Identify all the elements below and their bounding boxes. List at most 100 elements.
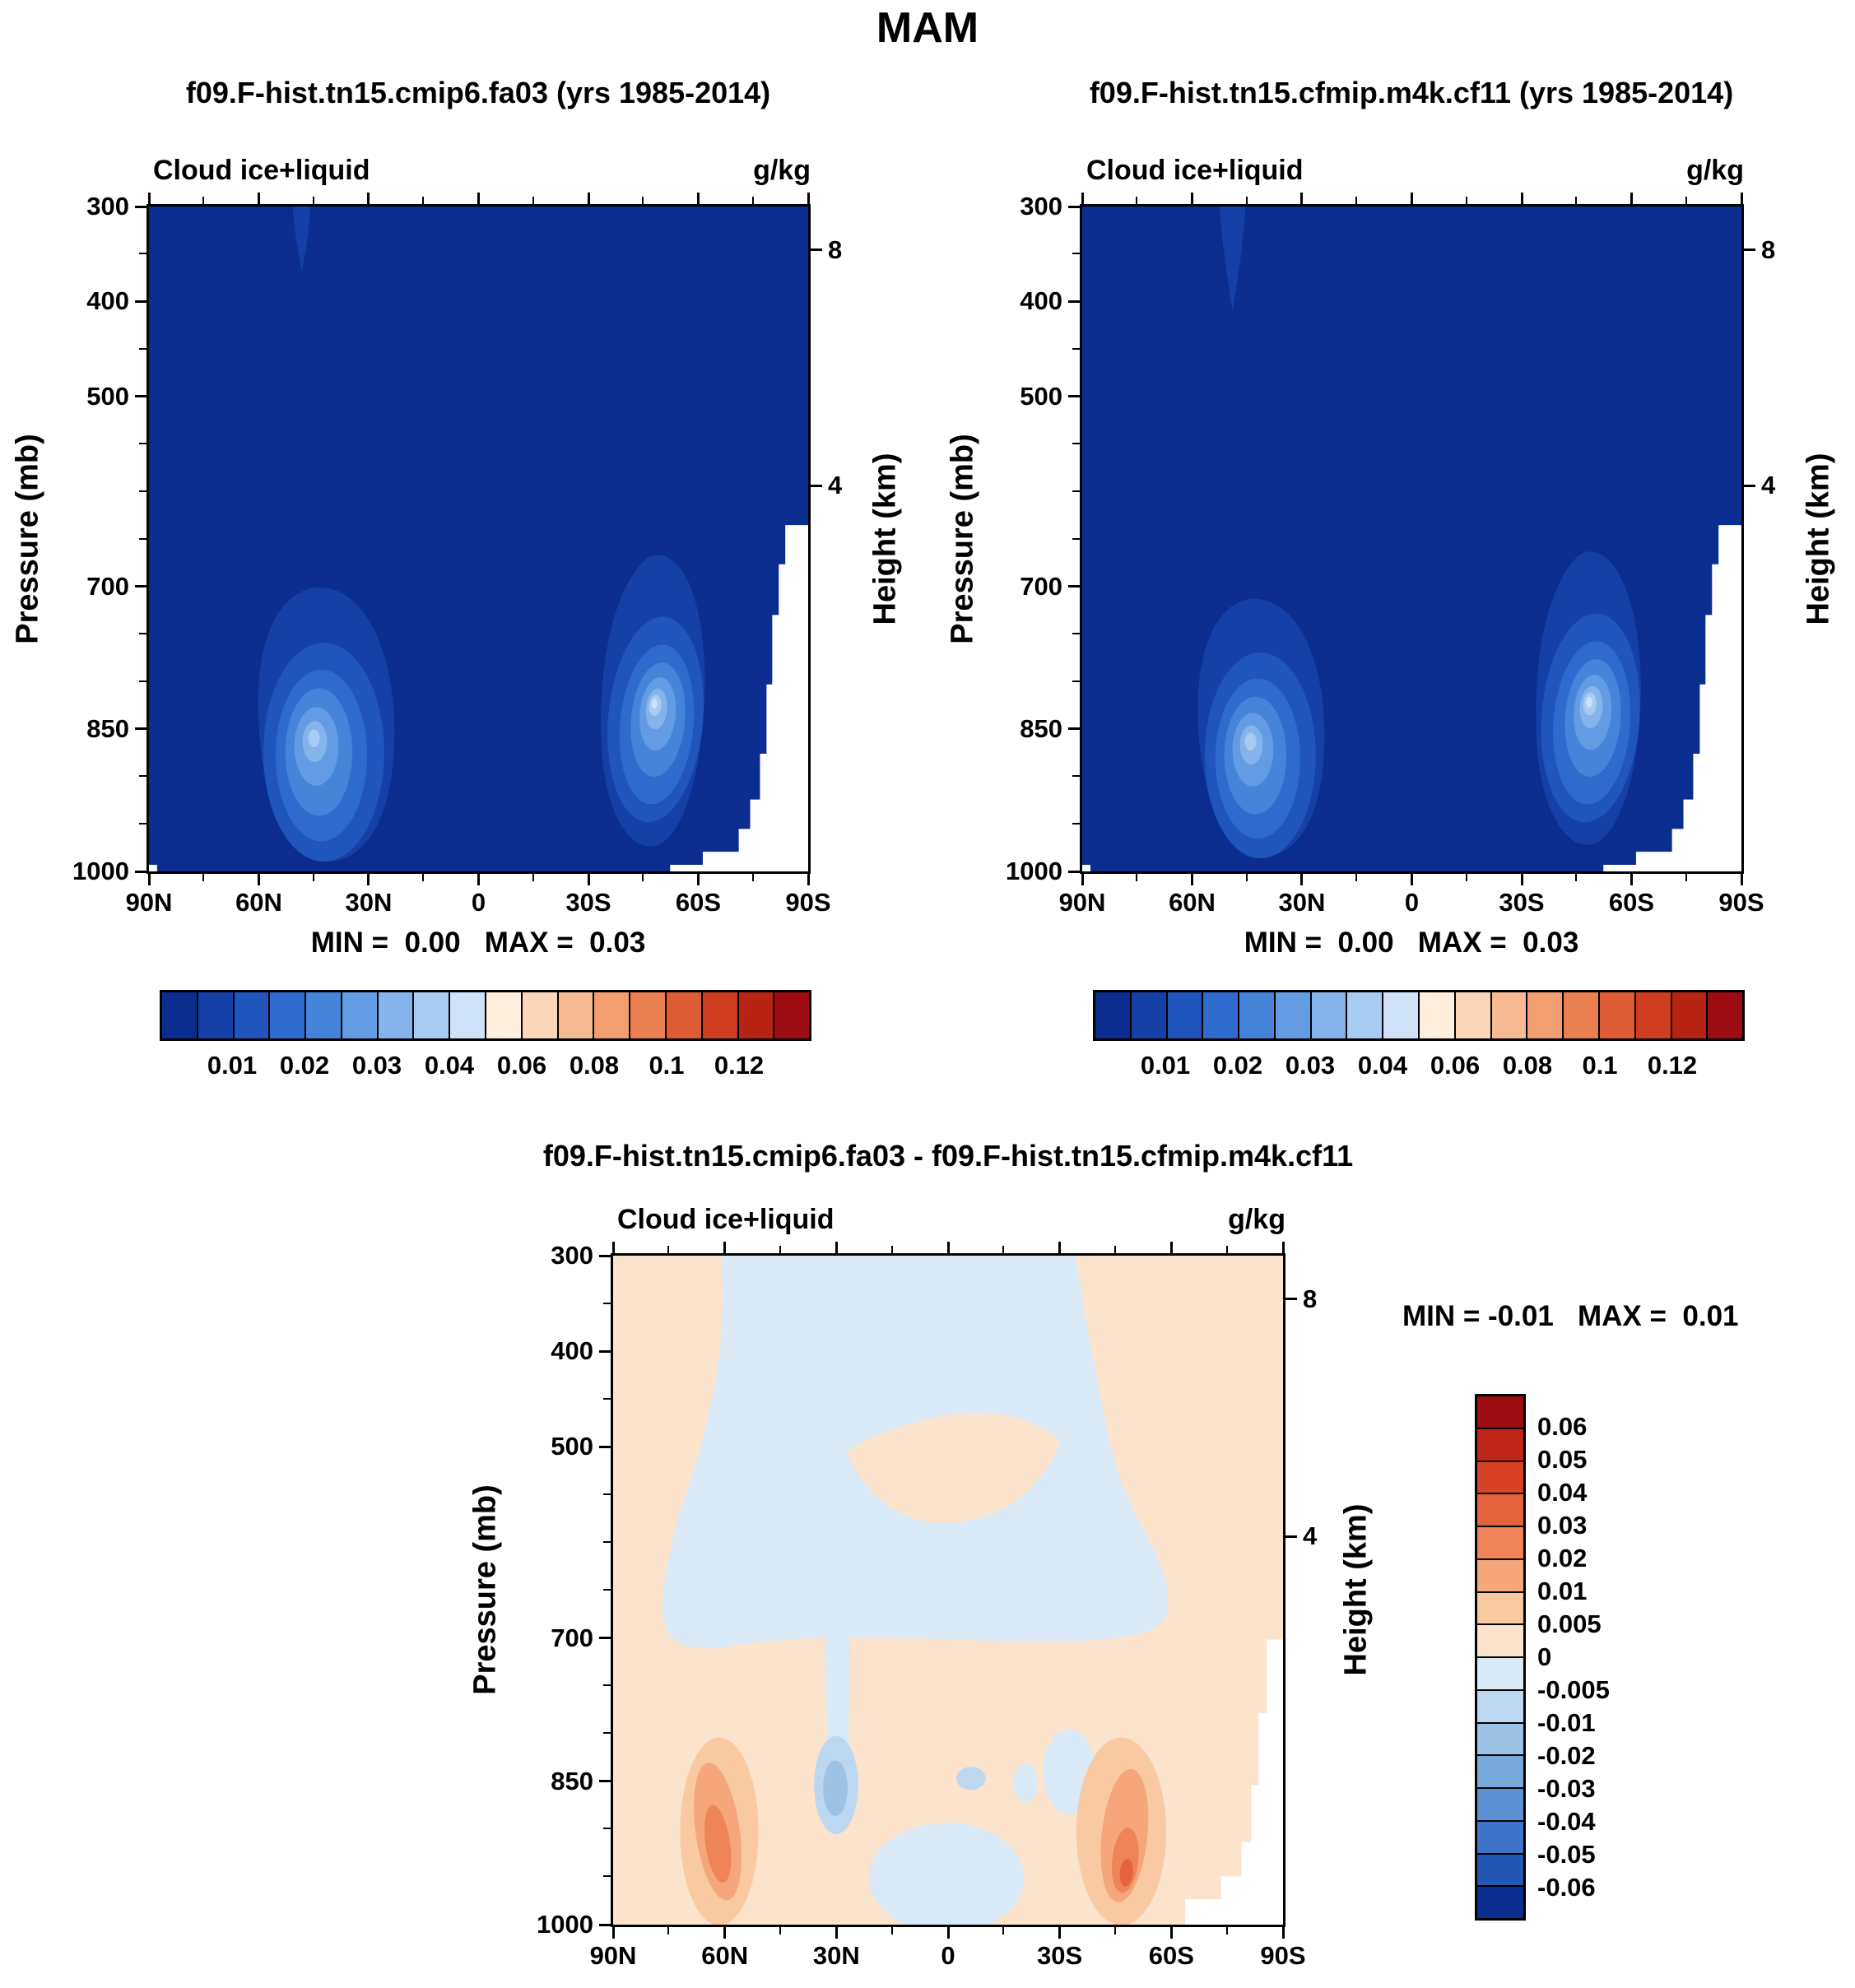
x-tick-label: 60N: [1169, 888, 1216, 917]
north-cloud-maximum: [1197, 598, 1325, 859]
negative-anomaly-30n: [814, 1735, 858, 1834]
x-tick-label: 0: [471, 888, 486, 917]
colorbar-cell: [1476, 1493, 1524, 1526]
tick-mark: [1245, 874, 1248, 881]
colorbar-cell: [1634, 992, 1671, 1039]
tick-mark: [1411, 874, 1413, 885]
tick-mark: [1575, 874, 1578, 881]
tick-mark: [1685, 874, 1687, 881]
height-axis-label: Height (km): [1801, 453, 1836, 625]
tick-mark: [367, 193, 370, 204]
tick-mark: [779, 1927, 781, 1935]
height-axis-label: Height (km): [867, 453, 903, 625]
pressure-tick-label: 850: [551, 1766, 593, 1795]
colorbar-tick-label: -0.06: [1537, 1873, 1596, 1902]
colorbar-cell: [1202, 992, 1239, 1039]
colorbar-cell: [197, 992, 234, 1039]
colorbar-tick-label: 0.12: [714, 1051, 765, 1080]
tick-mark: [1002, 1927, 1005, 1935]
panel-title: f09.F-hist.tn15.cmip6.fa03 - f09.F-hist.…: [542, 1139, 1354, 1173]
tick-mark: [135, 395, 146, 398]
pressure-tick-label: 850: [86, 713, 129, 743]
tick-mark: [1281, 1242, 1285, 1253]
colorbar-cell: [1476, 1689, 1524, 1723]
pressure-axis-label: Pressure (mb): [945, 434, 980, 644]
field-label: Cloud ice+liquid: [1086, 155, 1304, 186]
tick-mark: [147, 193, 151, 204]
tick-mark: [258, 874, 260, 885]
tick-mark: [751, 197, 754, 204]
tick-mark: [667, 1246, 670, 1253]
tick-mark: [811, 248, 822, 252]
colorbar-cell: [1476, 1755, 1524, 1788]
x-tick-label: 90N: [125, 888, 173, 917]
tick-mark: [1285, 1298, 1297, 1301]
tick-mark: [258, 193, 260, 204]
tick-mark: [599, 1445, 611, 1448]
colorbar-cell: [521, 992, 558, 1039]
colorbar-cell: [1476, 1558, 1524, 1592]
tick-mark: [723, 1242, 727, 1253]
colorbar-cell: [1383, 992, 1420, 1039]
colorbar-cell: [1527, 992, 1564, 1039]
x-tick-label: 90S: [785, 888, 831, 917]
height-tick-label: 8: [1303, 1284, 1318, 1313]
tick-mark: [599, 1254, 611, 1257]
positive-anomaly-60n: [694, 1763, 742, 1901]
pressure-tick-label: 700: [551, 1623, 593, 1652]
pressure-tick-label: 500: [1020, 381, 1062, 411]
colorbar-cell: [630, 992, 666, 1039]
x-tick-label: 30S: [1037, 1941, 1083, 1970]
figure-title: MAM: [876, 4, 979, 52]
tick-mark: [1225, 1246, 1228, 1253]
tick-mark: [1058, 1927, 1062, 1939]
units-label: g/kg: [1686, 155, 1744, 186]
tick-mark: [1081, 193, 1084, 204]
pressure-tick-label: 1000: [72, 857, 129, 885]
x-tick-label: 30N: [1278, 888, 1326, 917]
height-axis-label: Height (km): [1338, 1503, 1374, 1676]
tick-mark: [422, 197, 425, 204]
colorbar-cell: [701, 992, 738, 1039]
colorbar-cell: [1130, 992, 1167, 1039]
antarctica-topography-mask: [1603, 525, 1741, 871]
tick-mark: [1136, 197, 1138, 204]
colorbar-cell: [486, 992, 522, 1039]
arctic-topography-mask: [1082, 865, 1090, 871]
pressure-tick-label: 300: [86, 192, 129, 221]
colorbar-cell: [1476, 1428, 1524, 1461]
tick-mark: [1355, 197, 1358, 204]
colorbar-tick-label: 0.12: [1647, 1051, 1698, 1080]
tick-mark: [807, 193, 810, 204]
tick-mark: [603, 1732, 611, 1735]
x-tick-label: 60N: [235, 888, 282, 917]
colorbar-cell: [1490, 992, 1527, 1039]
x-tick-label: 0: [941, 1941, 955, 1970]
colorbar-cell: [1239, 992, 1275, 1039]
colorbar-cell: [1707, 992, 1744, 1039]
tick-mark: [1002, 1246, 1005, 1253]
pressure-tick-label: 300: [1020, 192, 1062, 221]
colorbar-tick-label: 0.02: [279, 1051, 330, 1080]
pressure-tick-label: 400: [1020, 286, 1062, 316]
pressure-axis-label: Pressure (mb): [467, 1484, 503, 1695]
plot-area: 90N 60N 30N 0 30S 60S 90S 300 400 500 700 850 1000 8 4: [72, 192, 842, 917]
plot-area: 90N 60N 30N 0 30S 60S 90S 300 400 500 700 850 1000 8 4: [1006, 192, 1775, 917]
colorbar-tick-label: 0.01: [207, 1051, 258, 1080]
colorbar-tick-label: 0: [1537, 1642, 1552, 1671]
tick-mark: [1068, 585, 1080, 588]
tick-mark: [135, 300, 146, 303]
colorbar-tick-label: -0.04: [1537, 1807, 1596, 1836]
tick-mark: [1465, 197, 1467, 204]
colorbar-tick-label: -0.02: [1537, 1741, 1596, 1770]
x-tick-label: 30N: [345, 888, 393, 917]
tick-mark: [1169, 1242, 1173, 1253]
colorbar-cell: [269, 992, 306, 1039]
pressure-tick-label: 1000: [537, 1910, 593, 1939]
contour-field: [1082, 207, 1741, 871]
colorbar-cell: [1476, 1722, 1524, 1756]
minmax-stats: MIN = 0.00 MAX = 0.03: [1244, 927, 1579, 959]
colorbar-labels: 0.01 0.02 0.03 0.04 0.06 0.08 0.1 0.12: [1093, 1051, 1745, 1084]
panel-title: f09.F-hist.tn15.cmip6.fa03 (yrs 1985-201…: [185, 76, 771, 109]
tick-mark: [1191, 874, 1193, 885]
